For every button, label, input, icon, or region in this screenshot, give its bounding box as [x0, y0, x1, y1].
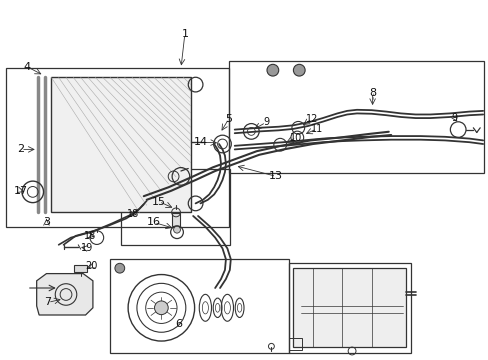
Text: 14: 14: [193, 137, 207, 147]
Bar: [172, 213, 180, 226]
Text: 4: 4: [23, 62, 30, 72]
Text: 12: 12: [305, 114, 318, 124]
Polygon shape: [37, 274, 93, 315]
Text: 18: 18: [84, 231, 97, 241]
Bar: [293, 268, 405, 347]
Bar: [228, 61, 483, 173]
Text: 19: 19: [81, 243, 93, 253]
Text: 5: 5: [225, 114, 232, 124]
Text: 6: 6: [175, 319, 182, 329]
Text: 9: 9: [263, 117, 268, 127]
Text: 18: 18: [126, 209, 139, 219]
Text: 3: 3: [43, 217, 50, 228]
Text: 20: 20: [85, 261, 98, 271]
Text: 17: 17: [14, 186, 28, 196]
Text: 11: 11: [310, 124, 323, 134]
Circle shape: [115, 263, 124, 273]
Text: 15: 15: [152, 197, 165, 207]
Circle shape: [173, 226, 180, 233]
Text: 8: 8: [368, 88, 375, 98]
Bar: [51, 77, 190, 212]
Bar: [288, 338, 302, 350]
Bar: [74, 265, 87, 272]
Circle shape: [154, 301, 168, 315]
Bar: [121, 169, 229, 245]
Bar: [6, 68, 228, 227]
Bar: [288, 263, 410, 353]
Circle shape: [266, 64, 278, 76]
Text: 16: 16: [147, 217, 161, 228]
Text: 7: 7: [44, 297, 51, 307]
Text: 13: 13: [269, 171, 283, 181]
Text: 9: 9: [451, 113, 457, 123]
Text: 10: 10: [289, 132, 302, 143]
Text: 2: 2: [18, 144, 24, 154]
Circle shape: [293, 64, 305, 76]
Text: 1: 1: [181, 29, 188, 39]
Bar: [110, 259, 288, 353]
